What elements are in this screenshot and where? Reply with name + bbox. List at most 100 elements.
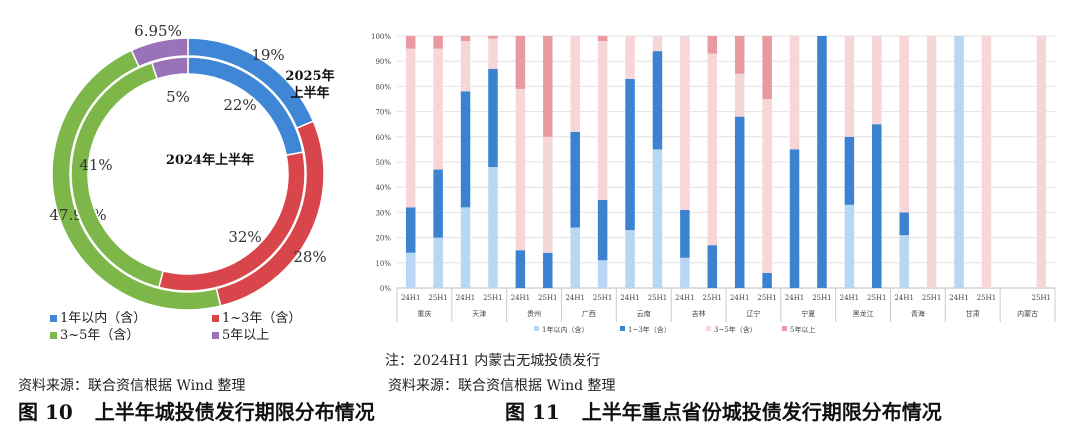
double-donut-chart: 19%28%47.92%6.95%22%32%41%5%2024年上半年2025…: [49, 22, 335, 311]
bar-period-label-3-1: 25H1: [593, 294, 612, 302]
bar-segment-青海-25H1-s3: [926, 36, 937, 288]
bar-period-label-6-0: 24H1: [730, 294, 749, 302]
bar-segment-天津-24H1-s1: [460, 207, 471, 288]
bar-period-label-5-0: 24H1: [675, 294, 694, 302]
bar-segment-云南-25H1-s1: [652, 149, 663, 288]
bar-segment-天津-24H1-s3: [460, 41, 471, 92]
fig11-title: 图 11 上半年重点省份城投债发行期限分布情况: [505, 396, 942, 425]
bar-segment-天津-25H1-s3: [488, 38, 498, 69]
bar-segment-贵州-25H1-s4: [543, 36, 553, 137]
bar-period-label-2-1: 25H1: [538, 294, 557, 302]
bar-legend-swatch-3: [706, 326, 711, 331]
donut-legend-label-2: 1~3年（含）: [222, 310, 301, 326]
bar-segment-广西-24H1-s1: [570, 227, 580, 288]
bar-segment-黑龙江-25H1-s3: [872, 36, 882, 125]
bar-segment-甘肃-24H1-s1: [954, 36, 964, 288]
bar-segment-辽宁-25H1-s4: [762, 36, 772, 99]
bar-segment-天津-24H1-s4: [460, 36, 471, 42]
figure-note: 注：2024H1 内蒙古无城投债发行: [385, 353, 601, 369]
source-right: 资料来源：联合资信根据 Wind 整理: [388, 378, 616, 394]
bar-segment-云南-25H1-s2: [652, 51, 663, 150]
bar-province-label-2: 贵州: [527, 309, 541, 318]
bar-period-label-2-0: 24H1: [511, 294, 530, 302]
bar-period-label-6-1: 25H1: [757, 294, 776, 302]
bar-segment-黑龙江-24H1-s2: [844, 136, 855, 205]
bar-ytick-4: 40%: [375, 184, 391, 192]
bar-segment-广西-24H1-s2: [570, 131, 580, 228]
bar-segment-黑龙江-24H1-s1: [844, 204, 855, 288]
donut-legend-label-1: 1年以内（含）: [60, 310, 146, 326]
bar-segment-广西-25H1-s3: [597, 41, 608, 200]
donut-inner-label-2: 32%: [228, 228, 261, 246]
bar-segment-云南-24H1-s2: [625, 78, 635, 231]
bar-period-label-7-1: 25H1: [812, 294, 831, 302]
donut-inner-label-3: 41%: [79, 156, 112, 174]
bar-segment-贵州-25H1-s2: [543, 252, 553, 288]
bar-segment-黑龙江-25H1-s2: [872, 124, 882, 288]
bar-ytick-5: 50%: [375, 159, 391, 167]
bar-province-label-10: 甘肃: [966, 309, 980, 318]
bar-period-label-8-1: 25H1: [867, 294, 886, 302]
bar-segment-宁夏-24H1-s3: [789, 36, 800, 150]
donut-legend-label-4: 5年以上: [222, 328, 269, 343]
bar-province-label-0: 重庆: [417, 309, 431, 318]
donut-legend-swatch-4: [212, 332, 219, 339]
donut-outer-ring-label: 2025年上半年: [285, 68, 334, 101]
bar-legend-swatch-4: [782, 326, 787, 331]
bar-segment-吉林-24H1-s2: [680, 209, 690, 258]
source-left: 资料来源：联合资信根据 Wind 整理: [18, 378, 246, 394]
bar-segment-辽宁-25H1-s3: [762, 99, 772, 273]
fig10-title-text: 上半年城投债发行期限分布情况: [94, 400, 375, 424]
bar-segment-云南-24H1-s1: [625, 230, 635, 288]
bar-segment-云南-25H1-s3: [652, 36, 663, 52]
bar-period-label-0-1: 25H1: [428, 294, 447, 302]
bar-segment-青海-24H1-s3: [899, 36, 909, 213]
bar-legend-swatch-2: [620, 326, 625, 331]
fig10-title: 图 10 上半年城投债发行期限分布情况: [18, 396, 375, 425]
bar-segment-内蒙古-25H1-s3: [1036, 36, 1047, 288]
bar-segment-广西-25H1-s1: [597, 260, 608, 288]
bar-ytick-2: 20%: [375, 235, 391, 243]
bar-period-label-7-0: 24H1: [785, 294, 804, 302]
bar-segment-辽宁-24H1-s2: [734, 116, 745, 288]
bar-ytick-1: 10%: [375, 260, 391, 268]
bar-segment-贵州-24H1-s4: [515, 36, 526, 89]
bar-period-label-1-1: 25H1: [483, 294, 502, 302]
bar-segment-吉林-25H1-s3: [707, 53, 718, 246]
bar-segment-宁夏-24H1-s2: [789, 149, 800, 288]
bar-legend-label-4: 5年以上: [790, 325, 815, 334]
bar-segment-云南-24H1-s3: [625, 36, 635, 79]
bar-period-label-8-0: 24H1: [840, 294, 859, 302]
donut-inner-label-4: 5%: [166, 88, 190, 106]
bar-segment-广西-25H1-s2: [597, 199, 608, 261]
bar-segment-吉林-25H1-s2: [707, 245, 718, 288]
bar-segment-吉林-24H1-s1: [680, 257, 690, 288]
bar-ytick-7: 70%: [375, 109, 391, 117]
donut-center-label: 2024年上半年: [166, 152, 254, 168]
bar-segment-黑龙江-24H1-s3: [844, 36, 855, 137]
bar-province-label-7: 宁夏: [801, 309, 815, 318]
bar-segment-贵州-24H1-s2: [515, 250, 526, 288]
bar-legend-swatch-1: [534, 326, 539, 331]
bar-legend: 1年以内（含） 1~3年（含） 3~5年（含） 5年以上: [534, 325, 815, 334]
bar-segment-甘肃-25H1-s3: [981, 36, 992, 288]
stacked-bar-chart: 0% 10% 20% 30% 40% 50% 60% 70% 80% 90% 100% 24H1 25H…: [371, 33, 1056, 322]
bar-period-label-0-0: 24H1: [401, 294, 420, 302]
donut-outer-label-4: 6.95%: [134, 22, 182, 40]
bar-period-label-10-0: 24H1: [949, 294, 968, 302]
bar-segment-天津-24H1-s2: [460, 91, 471, 208]
bar-segment-重庆-25H1-s1: [433, 237, 443, 288]
donut-outer-slice-4: [130, 37, 189, 68]
bar-period-label-9-0: 24H1: [894, 294, 913, 302]
bar-period-label-4-0: 24H1: [620, 294, 639, 302]
bar-segment-广西-25H1-s4: [597, 36, 608, 42]
bar-province-label-5: 吉林: [692, 309, 706, 318]
bar-ytick-0: 0%: [380, 285, 391, 293]
donut-inner-slice-4: [150, 56, 189, 80]
fig11-title-text: 上半年重点省份城投债发行期限分布情况: [581, 400, 942, 424]
bar-ytick-3: 30%: [375, 209, 391, 217]
bar-segment-贵州-25H1-s3: [543, 136, 553, 253]
bar-ytick-8: 80%: [375, 83, 391, 91]
bar-segment-贵州-24H1-s3: [515, 88, 526, 251]
